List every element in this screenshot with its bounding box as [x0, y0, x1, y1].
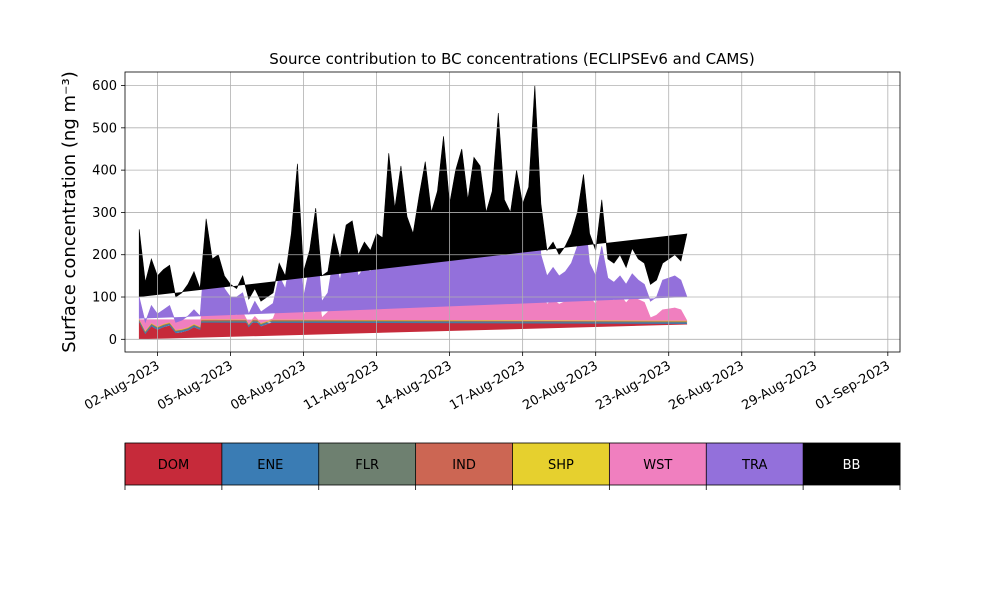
y-tick-label: 400: [92, 164, 117, 179]
legend-label-tra: TRA: [741, 458, 767, 473]
legend-swatch-tra: [706, 443, 804, 485]
y-tick-label: 0: [109, 333, 117, 348]
legend-swatch-dom: [125, 443, 222, 485]
legend-label-ene: ENE: [257, 458, 283, 473]
legend-label-dom: DOM: [158, 458, 189, 473]
y-tick-label: 100: [92, 291, 117, 306]
legend-label-wst: WST: [643, 458, 672, 473]
legend-swatch-shp: [512, 443, 610, 485]
legend-label-ind: IND: [452, 458, 476, 473]
legend-swatch-ene: [221, 443, 319, 485]
legend-label-shp: SHP: [548, 458, 574, 473]
y-tick-label: 300: [92, 206, 117, 221]
legend-swatch-flr: [318, 443, 416, 485]
axes-frame: [124, 71, 901, 353]
legend-swatch-ind: [415, 443, 513, 485]
y-tick-label: 200: [92, 248, 117, 263]
legend-label-bb: BB: [843, 458, 861, 473]
y-tick-label: 500: [92, 121, 117, 136]
area-bb: [138, 85, 688, 302]
legend-frame: [124, 442, 901, 486]
y-axis-label: Surface concentration (ng m⁻³): [59, 71, 80, 353]
legend-colorbar: DOM ENE FLR IND SHP WST TRA BB: [124, 442, 901, 490]
legend-swatch-bb: [803, 443, 900, 485]
legend-label-flr: FLR: [355, 458, 379, 473]
y-tick-label: 600: [92, 79, 117, 94]
chart-title: Source contribution to BC concentrations…: [269, 50, 754, 68]
legend-swatch-wst: [609, 443, 707, 485]
